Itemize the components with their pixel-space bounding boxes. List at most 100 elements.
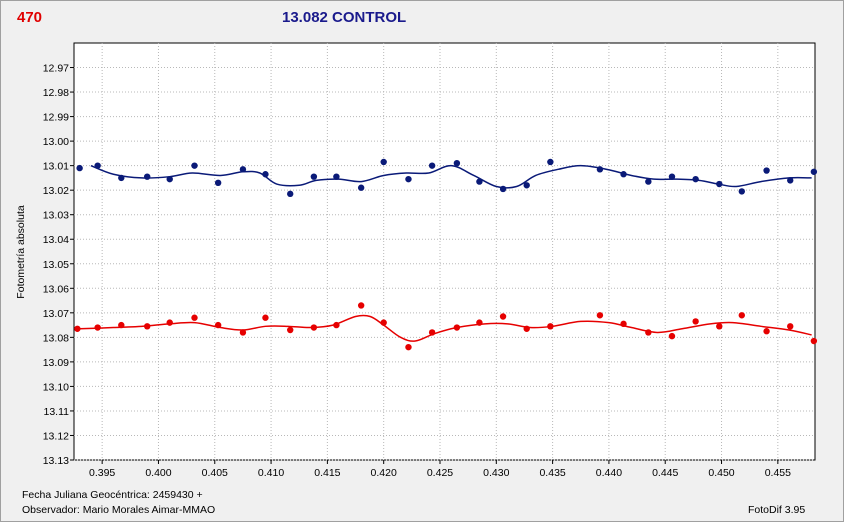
data-point-series-1: [787, 177, 794, 184]
data-point-series-1: [645, 178, 652, 185]
x-tick-label: 0.420: [371, 467, 397, 479]
grid-lines: [74, 43, 815, 461]
data-point-series-2: [692, 318, 699, 325]
x-tick-label: 0.450: [708, 467, 734, 479]
y-tick-label: 13.11: [44, 406, 70, 418]
data-point-series-2: [428, 329, 436, 336]
data-point-series-2: [763, 328, 770, 335]
data-point-series-2: [668, 332, 676, 340]
data-point-series-1: [214, 179, 222, 187]
x-tick-label: 0.425: [427, 467, 453, 479]
trend-line-series-2: [79, 314, 812, 342]
data-point-series-1: [668, 173, 676, 180]
data-point-series-1: [380, 158, 387, 166]
x-tick-label: 0.415: [314, 467, 340, 479]
data-point-series-1: [523, 182, 530, 189]
data-point-series-1: [763, 167, 770, 174]
y-tick-label: 13.04: [43, 234, 69, 246]
data-point-series-2: [214, 321, 222, 329]
data-point-series-1: [620, 171, 627, 178]
data-point-series-2: [143, 323, 151, 330]
y-tick-label: 13.07: [43, 308, 69, 320]
x-tick-label: 0.430: [483, 467, 509, 479]
y-tick-label: 12.97: [43, 63, 69, 75]
data-point-series-1: [499, 185, 507, 193]
x-tick-label: 0.395: [89, 467, 115, 479]
data-point-series-1: [191, 162, 198, 169]
y-tick-label: 13.09: [43, 357, 69, 369]
data-point-series-2: [738, 312, 746, 319]
series-layer: [74, 158, 818, 351]
x-tick-label: 0.405: [202, 467, 228, 479]
data-point-series-1: [453, 159, 461, 167]
data-point-series-1: [738, 188, 746, 195]
data-point-series-2: [357, 302, 365, 309]
data-point-series-1: [716, 180, 723, 188]
data-point-series-1: [262, 171, 269, 178]
data-point-series-2: [166, 319, 173, 326]
y-tick-label: 13.05: [43, 259, 69, 271]
y-tick-label: 13.00: [43, 136, 69, 148]
y-tick-label: 13.01: [43, 161, 69, 173]
software-version-label: FotoDif 3.95: [748, 504, 806, 516]
data-point-series-1: [476, 178, 483, 185]
data-point-series-2: [547, 323, 554, 330]
x-axis-ticks: 0.395 0.400 0.405 0.410 0.415 0.420 0.425 0.430…: [89, 460, 791, 479]
y-axis-label: Fotometría absoluta: [15, 205, 27, 299]
data-point-series-2: [118, 321, 125, 329]
data-point-series-2: [191, 314, 198, 321]
data-point-series-1: [333, 173, 340, 180]
data-point-series-2: [476, 319, 483, 326]
data-point-series-2: [787, 323, 794, 330]
y-tick-label: 13.06: [43, 283, 69, 295]
observer-label: Observador: Mario Morales Aimar-MMAO: [22, 504, 216, 516]
y-axis-ticks: 12.97 12.98 12.99 13.00 13.01 13.02 13.03 13.04…: [43, 63, 74, 467]
data-point-series-2: [453, 324, 461, 331]
data-point-series-2: [405, 343, 412, 351]
data-point-series-2: [74, 325, 81, 332]
data-point-series-2: [716, 323, 723, 330]
data-point-series-1: [76, 164, 83, 172]
data-point-series-1: [692, 175, 699, 183]
data-point-series-2: [94, 324, 101, 331]
data-point-series-2: [523, 325, 530, 332]
x-tick-label: 0.400: [145, 467, 171, 479]
data-point-series-1: [143, 173, 151, 180]
plot-area: [73, 42, 816, 461]
y-tick-label: 13.10: [43, 381, 69, 393]
data-point-series-1: [310, 173, 318, 180]
y-tick-label: 12.98: [43, 87, 69, 99]
data-point-series-1: [239, 166, 247, 173]
chart-title: 13.082 CONTROL: [282, 9, 407, 26]
data-point-series-1: [810, 168, 818, 175]
x-tick-label: 0.455: [765, 467, 791, 479]
data-point-series-1: [547, 158, 554, 166]
y-tick-label: 13.03: [43, 210, 69, 222]
data-point-series-1: [596, 166, 604, 173]
x-tick-label: 0.410: [258, 467, 284, 479]
data-point-series-2: [310, 324, 318, 331]
data-point-series-2: [333, 321, 340, 329]
data-point-series-2: [645, 329, 652, 336]
data-point-series-1: [357, 184, 365, 191]
x-tick-label: 0.440: [596, 467, 622, 479]
data-point-series-1: [94, 162, 101, 169]
data-point-series-1: [405, 175, 412, 183]
y-tick-label: 13.02: [43, 185, 69, 197]
data-point-series-2: [810, 337, 818, 345]
data-point-series-2: [262, 314, 269, 321]
x-tick-label: 0.445: [652, 467, 678, 479]
y-tick-label: 12.99: [43, 112, 69, 124]
data-point-series-2: [287, 326, 294, 334]
data-point-series-2: [620, 320, 627, 328]
star-id-label: 470: [17, 9, 43, 26]
data-point-series-2: [596, 312, 604, 319]
y-tick-label: 13.08: [43, 332, 69, 344]
julian-date-label: Fecha Juliana Geocéntrica: 2459430 +: [22, 489, 203, 501]
data-point-series-1: [428, 162, 436, 169]
data-point-series-1: [287, 190, 294, 198]
y-tick-label: 13.13: [43, 455, 69, 467]
x-tick-label: 0.435: [539, 467, 565, 479]
data-point-series-2: [380, 319, 387, 326]
